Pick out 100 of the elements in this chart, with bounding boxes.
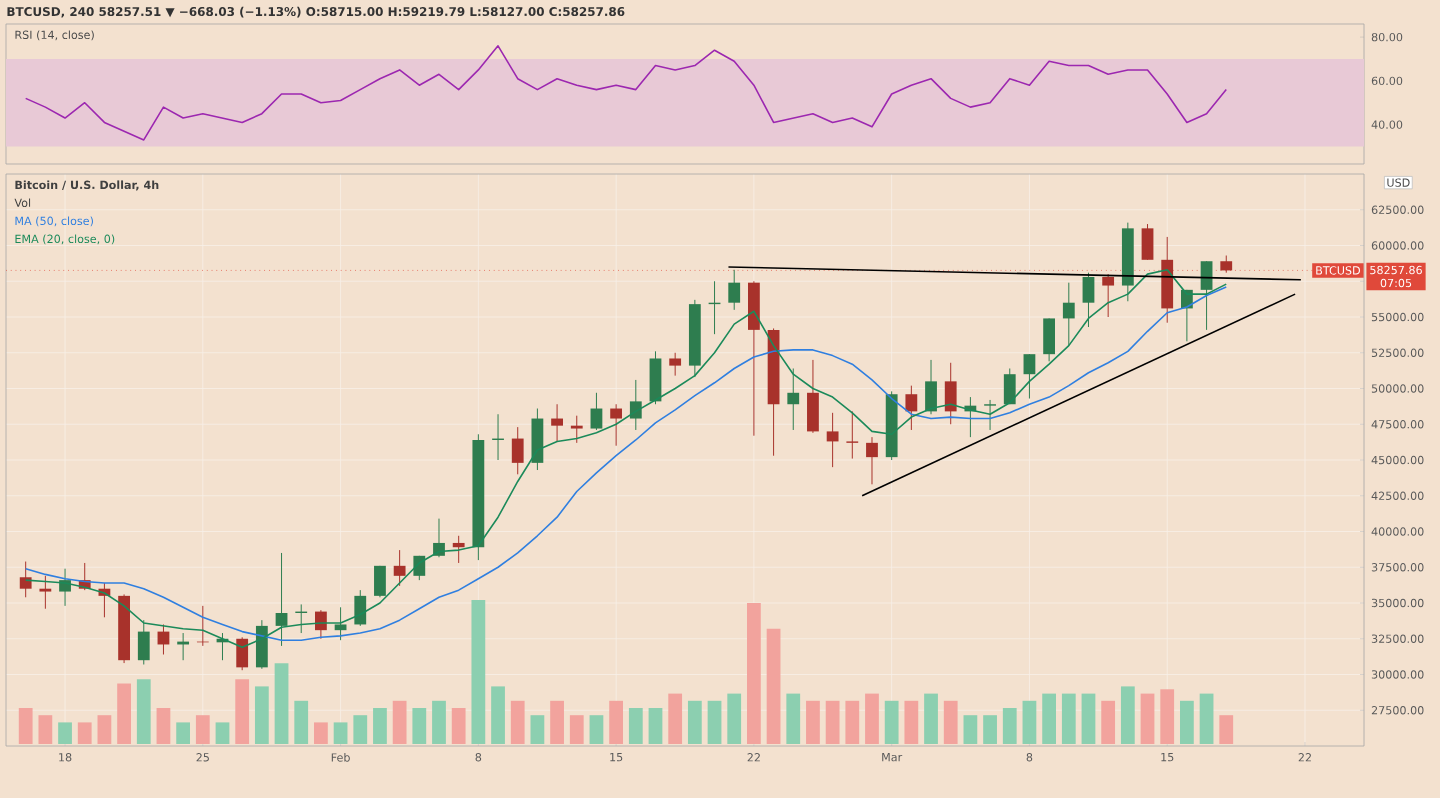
bar xyxy=(845,700,860,744)
candlestick xyxy=(984,399,996,431)
candlestick xyxy=(1200,260,1213,331)
bar xyxy=(38,715,53,744)
candlestick xyxy=(511,426,524,475)
candlestick xyxy=(610,403,623,447)
candlestick xyxy=(452,535,465,564)
candlestick xyxy=(866,436,878,485)
bar xyxy=(628,708,643,744)
bar xyxy=(373,708,387,744)
bar xyxy=(963,715,978,744)
bar xyxy=(727,693,742,744)
candlestick xyxy=(39,575,52,610)
bar xyxy=(451,708,466,744)
bar xyxy=(865,693,879,744)
candlestick xyxy=(334,606,347,641)
candlestick xyxy=(570,415,583,444)
bar xyxy=(97,715,112,744)
bar xyxy=(609,700,624,744)
bar xyxy=(136,679,151,744)
bar xyxy=(806,700,820,744)
bar xyxy=(648,708,663,744)
candlestick xyxy=(1102,273,1115,318)
candlestick xyxy=(1082,272,1095,328)
bar xyxy=(353,715,368,744)
bar xyxy=(1022,700,1037,744)
bar xyxy=(983,715,997,744)
bar xyxy=(668,693,683,744)
candlestick xyxy=(728,269,741,311)
bar xyxy=(1081,693,1096,744)
bar xyxy=(550,700,564,744)
candlestick xyxy=(1062,282,1075,347)
candlestick xyxy=(1043,317,1056,362)
bar xyxy=(766,628,781,744)
bar xyxy=(1061,693,1076,744)
bar xyxy=(786,693,801,744)
candlestick xyxy=(1141,223,1154,261)
bar xyxy=(471,600,486,744)
bar xyxy=(432,700,446,744)
bar xyxy=(530,715,545,744)
bar xyxy=(589,715,604,744)
bar xyxy=(1179,700,1194,744)
candlestick xyxy=(374,565,386,598)
bar xyxy=(687,700,702,744)
bar xyxy=(904,700,919,744)
bar xyxy=(254,686,269,744)
candlestick xyxy=(649,350,662,405)
candlestick xyxy=(905,385,918,431)
candlestick xyxy=(354,589,367,627)
bar xyxy=(943,700,958,744)
bar xyxy=(1160,689,1175,744)
bar xyxy=(176,722,191,744)
candlestick xyxy=(944,362,957,425)
candlestick xyxy=(669,352,682,377)
bar xyxy=(1120,686,1135,744)
bar xyxy=(314,722,328,744)
candlestick xyxy=(255,619,268,670)
candlestick xyxy=(787,367,800,431)
candlestick xyxy=(1023,353,1036,400)
bar xyxy=(569,715,584,744)
bar xyxy=(392,700,407,744)
bar xyxy=(825,700,840,744)
bar xyxy=(333,722,348,744)
bar xyxy=(884,700,899,744)
bar xyxy=(215,722,230,744)
bar xyxy=(707,700,722,744)
bar xyxy=(1002,708,1017,744)
bar xyxy=(77,722,92,744)
candlestick xyxy=(236,636,249,671)
candlestick xyxy=(590,392,603,431)
candlestick xyxy=(551,403,563,442)
bar xyxy=(1199,693,1214,744)
bar xyxy=(294,700,309,744)
bar xyxy=(747,602,761,744)
bar xyxy=(195,715,210,744)
bar xyxy=(58,722,72,744)
candlestick xyxy=(275,552,288,647)
candlestick xyxy=(393,549,406,587)
candlestick xyxy=(137,619,150,665)
bar xyxy=(412,708,427,744)
bar xyxy=(1140,693,1155,744)
candlestick xyxy=(531,408,544,471)
bar xyxy=(274,663,289,744)
candlestick xyxy=(807,359,819,434)
bar xyxy=(235,679,250,744)
bar xyxy=(491,686,505,744)
candlestick xyxy=(846,410,859,460)
bar xyxy=(117,683,131,744)
candlestick xyxy=(1003,367,1016,405)
bar xyxy=(156,708,171,744)
bar xyxy=(1219,715,1234,744)
bar xyxy=(510,700,525,744)
candlestick xyxy=(19,561,32,598)
candlestick xyxy=(925,359,937,415)
bar xyxy=(18,708,33,744)
candlestick xyxy=(747,280,760,437)
candlestick xyxy=(826,412,839,468)
bar xyxy=(1101,700,1116,744)
bar xyxy=(1042,693,1056,744)
bar xyxy=(924,693,938,744)
